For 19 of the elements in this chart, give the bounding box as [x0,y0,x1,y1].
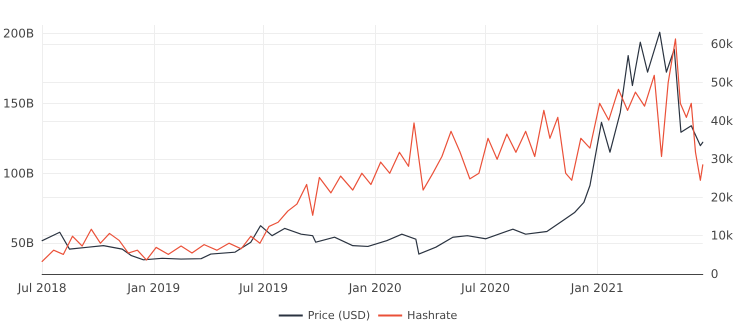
y-tick-label: 150B [2,96,34,110]
y2-tick-label: 0 [710,267,718,281]
x-tick-label: Jan 2021 [570,281,624,295]
y2-tick-label: 40k [710,114,734,128]
y2-tick-label: 60k [710,37,734,52]
y2-tick-label: 30k [710,152,734,166]
x-tick-label: Jul 2018 [16,281,67,295]
x-tick-label: Jan 2020 [348,281,402,295]
y2-tick-label: 10k [710,228,734,243]
y2-tick-label: 50k [710,75,734,90]
legend-label: Hashrate [407,309,458,322]
x-tick-label: Jul 2019 [238,281,288,295]
y-tick-label: 50B [10,236,34,250]
y-tick-label: 100B [2,166,34,180]
y2-tick-label: 20k [710,190,734,204]
y-tick-label: 200B [2,26,34,40]
x-tick-label: Jul 2020 [460,281,510,295]
x-tick-label: Jan 2019 [126,281,180,295]
legend-label: Price (USD) [308,309,370,322]
